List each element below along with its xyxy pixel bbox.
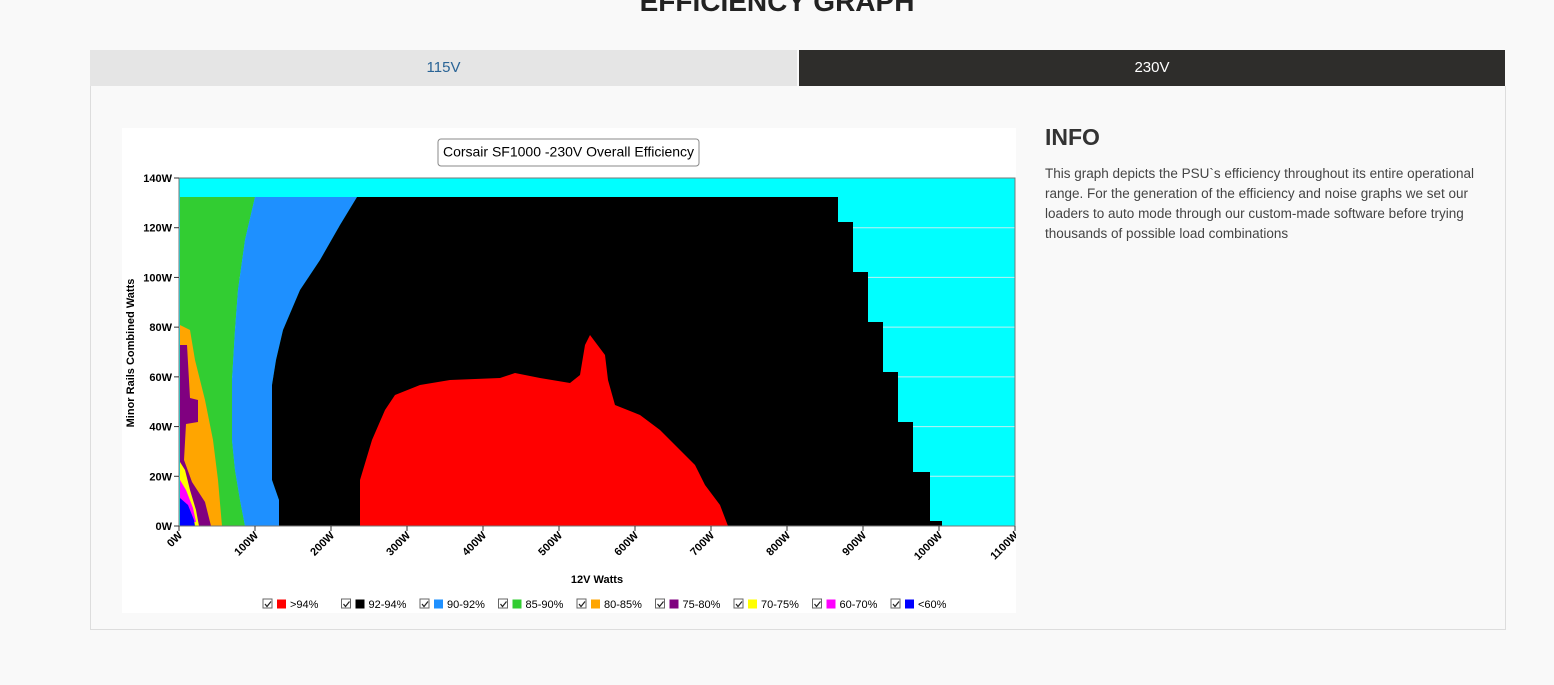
tab[interactable]: 230V — [799, 50, 1505, 86]
legend-swatch — [434, 599, 443, 609]
info-title: INFO — [1045, 124, 1100, 150]
region — [180, 325, 222, 526]
legend-swatch — [826, 599, 836, 609]
region — [180, 498, 195, 526]
legend-check — [657, 601, 664, 608]
chart: Corsair SF1000 -230V Overall Efficiency … — [122, 128, 1016, 613]
legend-label: >94% — [290, 599, 319, 611]
legend-check — [421, 601, 429, 608]
panel — [90, 86, 1506, 630]
y-tick-label: 0W — [156, 521, 173, 533]
y-tick-label: 40W — [149, 422, 172, 434]
legend-swatch — [277, 599, 286, 609]
y-tick-label: 20W — [149, 471, 172, 483]
legend-checkbox — [733, 598, 744, 609]
y-tick-label: 100W — [143, 272, 172, 284]
legend-checkbox — [812, 598, 822, 609]
legend-checkbox — [890, 598, 901, 609]
legend-check — [343, 601, 350, 608]
legend-label: 90-92% — [447, 599, 485, 611]
legend-check — [735, 601, 743, 608]
legend-checkbox — [419, 598, 430, 609]
legend-label: 92-94% — [369, 599, 407, 611]
legend-label: 80-85% — [604, 599, 642, 611]
legend-swatch — [512, 599, 522, 609]
legend-label: <60% — [918, 599, 947, 611]
legend-check — [814, 601, 821, 608]
region — [232, 197, 357, 526]
legend-swatch — [748, 599, 757, 609]
legend-label: 85-90% — [526, 599, 564, 611]
legend-checkbox — [655, 598, 665, 609]
legend-checkbox — [498, 598, 508, 609]
legend-label: 60-70% — [840, 599, 878, 611]
legend-checkbox — [576, 598, 587, 609]
legend-swatch — [905, 599, 914, 609]
legend-checkbox — [262, 598, 273, 609]
y-tick-label: 140W — [143, 173, 172, 185]
legend-check — [264, 601, 272, 608]
legend-swatch — [355, 599, 365, 609]
legend-checkbox — [341, 598, 351, 609]
region — [180, 345, 211, 526]
legend-label: 70-75% — [761, 599, 799, 611]
y-axis-label: Minor Rails Combined Watts — [125, 279, 137, 428]
x-axis-label: 12V Watts — [571, 574, 623, 586]
legend-swatch — [669, 599, 679, 609]
info-text: This graph depicts the PSU`s efficiency … — [1045, 166, 1474, 241]
plot-frame — [178, 177, 1016, 527]
y-tick-label: 80W — [149, 322, 172, 334]
legend-check — [500, 601, 507, 608]
chart-title: Corsair SF1000 -230V Overall Efficiency — [443, 144, 694, 160]
section-title: EFFICIENCY GRAPH — [639, 0, 915, 17]
region — [360, 335, 728, 526]
legend-swatch — [591, 599, 600, 609]
title-box — [437, 138, 700, 167]
region — [180, 480, 196, 522]
y-tick-label: 120W — [143, 223, 172, 235]
y-tick-label: 60W — [149, 372, 172, 384]
legend-check — [578, 601, 586, 608]
tab[interactable]: 115V — [90, 50, 797, 86]
legend-label: 75-80% — [683, 599, 721, 611]
legend-check — [892, 601, 900, 608]
